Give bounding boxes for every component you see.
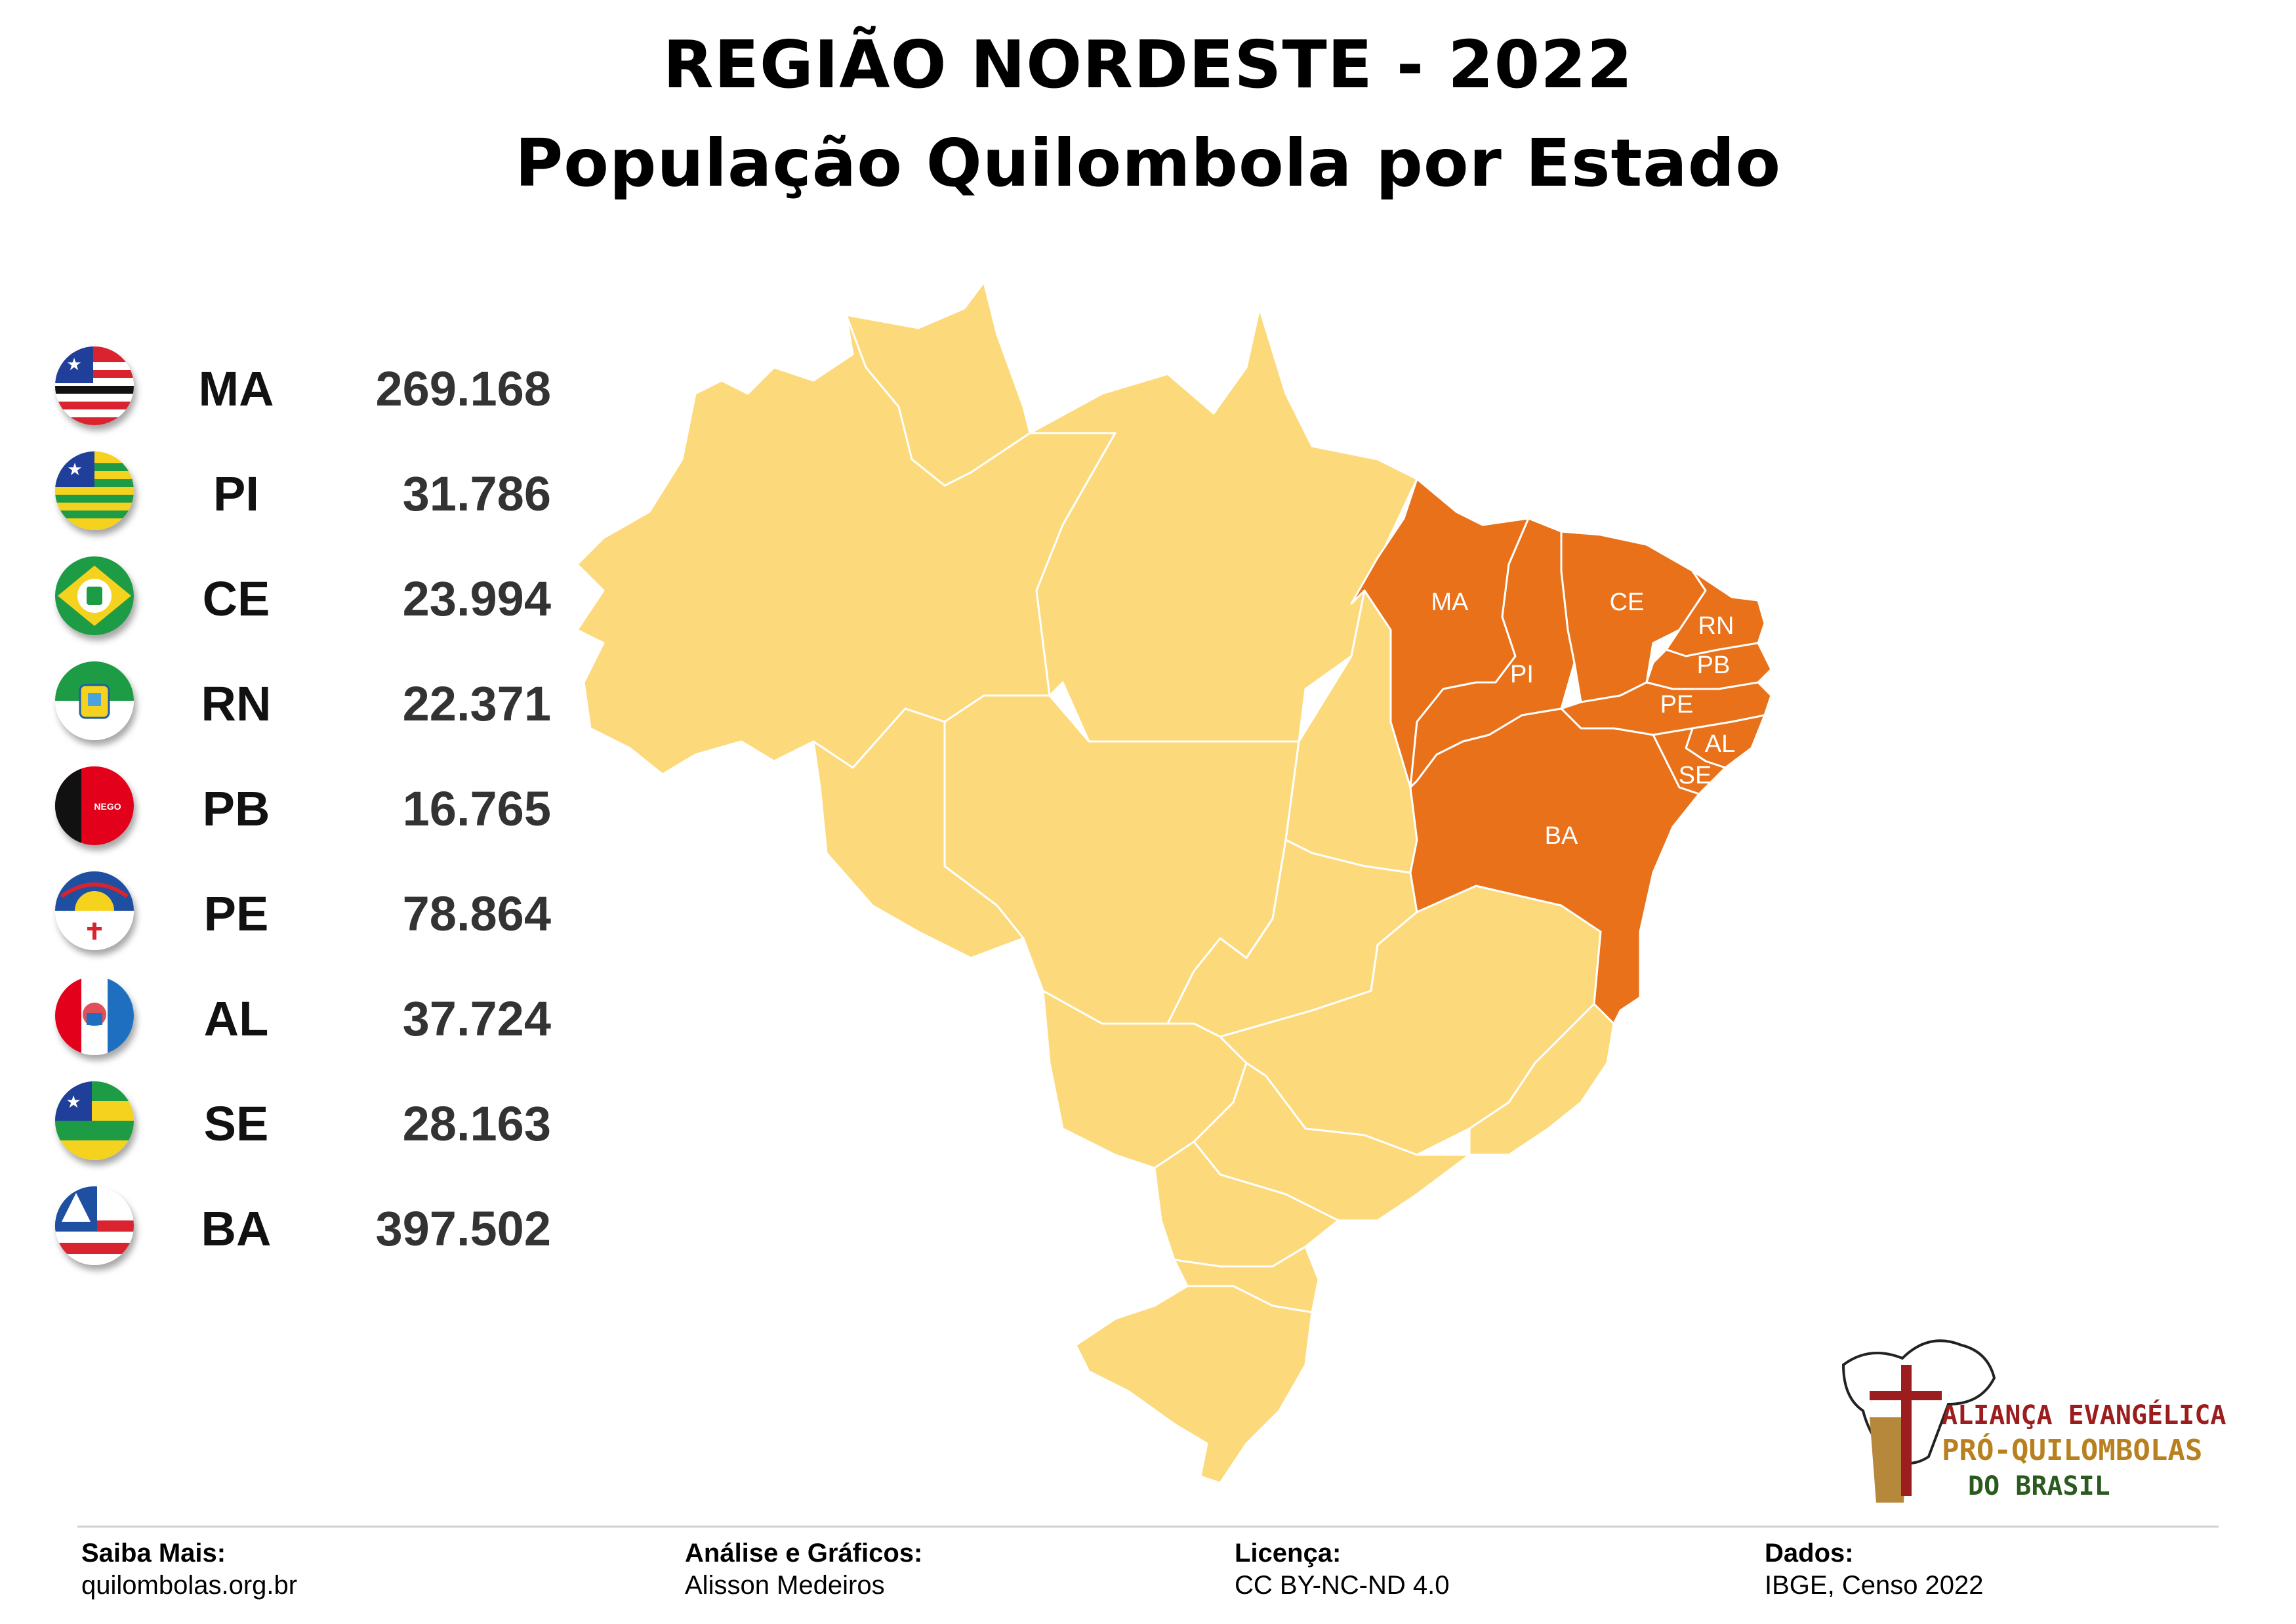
legend-row-pe: PE 78.864 xyxy=(52,866,551,958)
map-label-pi: PI xyxy=(1510,661,1534,688)
legend-abbr: AL xyxy=(203,991,269,1046)
legend-row-ba: BA 397.502 xyxy=(52,1181,551,1273)
page-subtitle: População Quilombola por Estado xyxy=(514,125,1782,201)
footer-licenca-value: CC BY-NC-ND 4.0 xyxy=(1235,1571,1450,1600)
paraiba-flag-text: NEGO xyxy=(94,801,121,812)
cross-icon xyxy=(1901,1365,1912,1496)
ceara-flag-icon xyxy=(55,556,134,635)
alianca-logo: ALIANÇA EVANGÉLICA PRÓ-QUILOMBOLAS DO BR… xyxy=(1841,1339,2226,1503)
state-ba xyxy=(1409,707,1700,1025)
svg-text:★: ★ xyxy=(66,355,81,375)
footer-saiba: Saiba Mais: quilombolas.org.br xyxy=(81,1539,297,1600)
footer-analise: Análise e Gráficos: Alisson Medeiros xyxy=(685,1539,922,1600)
map-label-se: SE xyxy=(1679,762,1712,789)
legend-abbr: PI xyxy=(213,467,259,521)
legend-abbr: PE xyxy=(203,886,269,941)
legend-value: 269.168 xyxy=(375,362,552,416)
map-label-ce: CE xyxy=(1610,589,1645,616)
legend-abbr: PB xyxy=(202,781,270,836)
map-label-al: AL xyxy=(1705,730,1735,758)
bahia-flag-icon xyxy=(55,1186,134,1265)
legend-row-ma: ★ MA 269.168 xyxy=(52,341,551,433)
footer-saiba-label: Saiba Mais: xyxy=(81,1539,226,1568)
footer-saiba-link[interactable]: quilombolas.org.br xyxy=(81,1571,298,1600)
legend-row-rn: RN 22.371 xyxy=(52,656,551,748)
legend-value: 31.786 xyxy=(402,467,551,521)
legend-abbr: CE xyxy=(202,572,270,626)
footer-dados: Dados: IBGE, Censo 2022 xyxy=(1765,1539,1984,1600)
footer-dados-value: IBGE, Censo 2022 xyxy=(1765,1571,1984,1600)
map-label-pe: PE xyxy=(1660,691,1694,718)
footer-licenca: Licença: CC BY-NC-ND 4.0 xyxy=(1235,1539,1449,1600)
footer-analise-label: Análise e Gráficos: xyxy=(685,1539,923,1568)
footer-analise-value: Alisson Medeiros xyxy=(685,1571,885,1600)
map-label-pb: PB xyxy=(1697,652,1731,679)
state-ce xyxy=(1560,530,1707,703)
svg-text:★: ★ xyxy=(67,460,82,480)
sergipe-flag-icon: ★ xyxy=(55,1081,134,1160)
piaui-flag-icon: ★ xyxy=(55,451,134,530)
logo-line2: PRÓ-QUILOMBOLAS xyxy=(1942,1432,2202,1467)
page-title: REGIÃO NORDESTE - 2022 xyxy=(663,26,1633,103)
legend-value: 78.864 xyxy=(402,886,551,941)
map-label-rn: RN xyxy=(1698,612,1734,640)
map-label-ma: MA xyxy=(1431,589,1469,616)
legend-row-pi: ★ PI 31.786 xyxy=(52,446,551,538)
legend-value: 28.163 xyxy=(402,1096,551,1151)
logo-line3: DO BRASIL xyxy=(1968,1471,2110,1501)
legend-abbr: BA xyxy=(201,1201,272,1256)
legend-abbr: RN xyxy=(201,677,272,731)
legend-value: 37.724 xyxy=(402,991,551,1046)
state-rio-grande-sul xyxy=(1075,1285,1313,1484)
map-label-ba: BA xyxy=(1545,822,1578,850)
legend-row-ce: CE 23.994 xyxy=(52,551,551,643)
legend-value: 23.994 xyxy=(402,572,551,626)
legend-abbr: MA xyxy=(198,362,274,416)
legend-abbr: SE xyxy=(203,1096,269,1151)
legend-value: 16.765 xyxy=(402,781,551,836)
legend-row-se: ★ SE 28.163 xyxy=(52,1076,551,1168)
footer-licenca-label: Licença: xyxy=(1235,1539,1342,1568)
footer-divider xyxy=(77,1526,2219,1528)
pilao-icon xyxy=(1870,1417,1909,1503)
legend-row-pb: NEGO PB 16.765 xyxy=(52,761,551,853)
footer-dados-label: Dados: xyxy=(1765,1539,1854,1568)
legend-value: 22.371 xyxy=(402,677,551,731)
legend-row-al: AL 37.724 xyxy=(52,971,551,1063)
legend-value: 397.502 xyxy=(375,1201,552,1256)
logo-line1: ALIANÇA EVANGÉLICA xyxy=(1942,1399,2226,1430)
svg-text:★: ★ xyxy=(66,1093,81,1112)
brazil-outline-icon xyxy=(1841,1339,1996,1465)
